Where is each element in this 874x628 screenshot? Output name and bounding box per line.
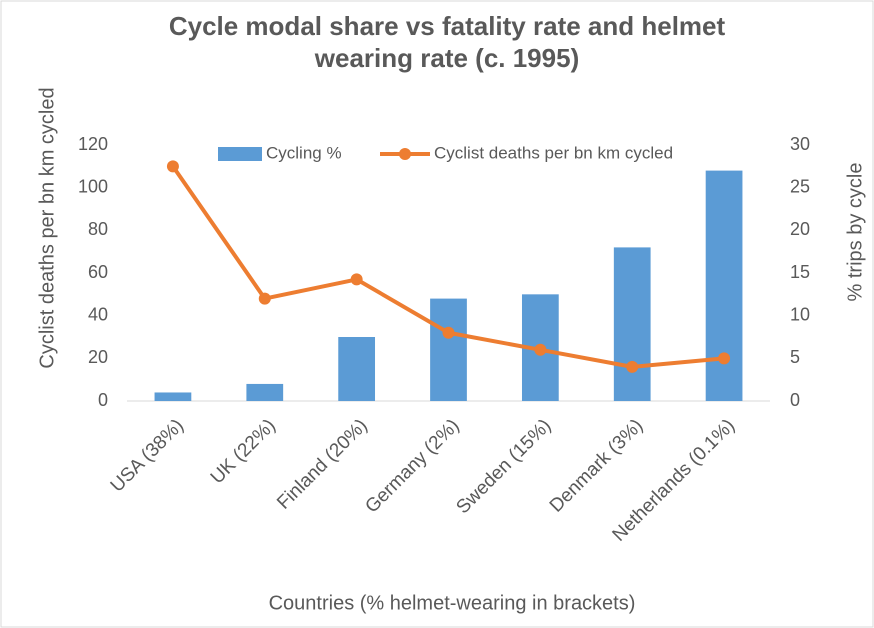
- chart-title: Cycle modal share vs fatality rate and h…: [168, 11, 726, 73]
- bar: [613, 247, 651, 401]
- x-tick-label: Sweden (15%): [452, 415, 555, 518]
- x-tick-label: Denmark (3%): [546, 415, 647, 516]
- x-tick-label: USA (38%): [107, 415, 188, 496]
- line-marker: [718, 352, 731, 365]
- line-marker: [350, 273, 363, 286]
- line-marker: [166, 160, 179, 173]
- y-tick-label: 40: [88, 304, 108, 324]
- x-tick-label: UK (22%): [207, 415, 280, 488]
- legend-swatch: [218, 147, 262, 161]
- line-marker: [258, 292, 271, 305]
- y2-tick-label: 25: [790, 176, 810, 196]
- y-tick-label: 0: [98, 390, 108, 410]
- y-tick-label: 20: [88, 347, 108, 367]
- y2-tick-label: 5: [790, 347, 800, 367]
- bar: [705, 170, 743, 401]
- bar: [430, 298, 467, 401]
- y2-tick-label: 30: [790, 134, 810, 154]
- x-tick-label: Germany (2%): [361, 415, 463, 517]
- bar: [246, 383, 284, 401]
- bar: [338, 337, 376, 401]
- legend-marker: [399, 148, 411, 160]
- line-marker: [442, 326, 455, 339]
- y-tick-label: 60: [88, 262, 108, 282]
- y-axis-title: Cyclist deaths per bn km cycled: [36, 87, 58, 368]
- y2-tick-label: 20: [790, 219, 810, 239]
- line-marker: [534, 343, 547, 356]
- y-tick-label: 120: [78, 134, 108, 154]
- legend-label: Cyclist deaths per bn km cycled: [434, 143, 673, 162]
- x-axis-title: Countries (% helmet-wearing in brackets): [269, 592, 636, 614]
- line-marker: [626, 360, 639, 373]
- x-tick-label: Finland (20%): [273, 415, 371, 513]
- bar: [154, 392, 192, 401]
- y2-tick-label: 10: [790, 304, 810, 324]
- legend-label: Cycling %: [266, 143, 342, 162]
- y-tick-label: 80: [88, 219, 108, 239]
- y2-tick-label: 0: [790, 390, 800, 410]
- y-tick-label: 100: [78, 176, 108, 196]
- y2-tick-label: 15: [790, 262, 810, 282]
- y2-axis-title: % trips by cycle: [844, 163, 866, 302]
